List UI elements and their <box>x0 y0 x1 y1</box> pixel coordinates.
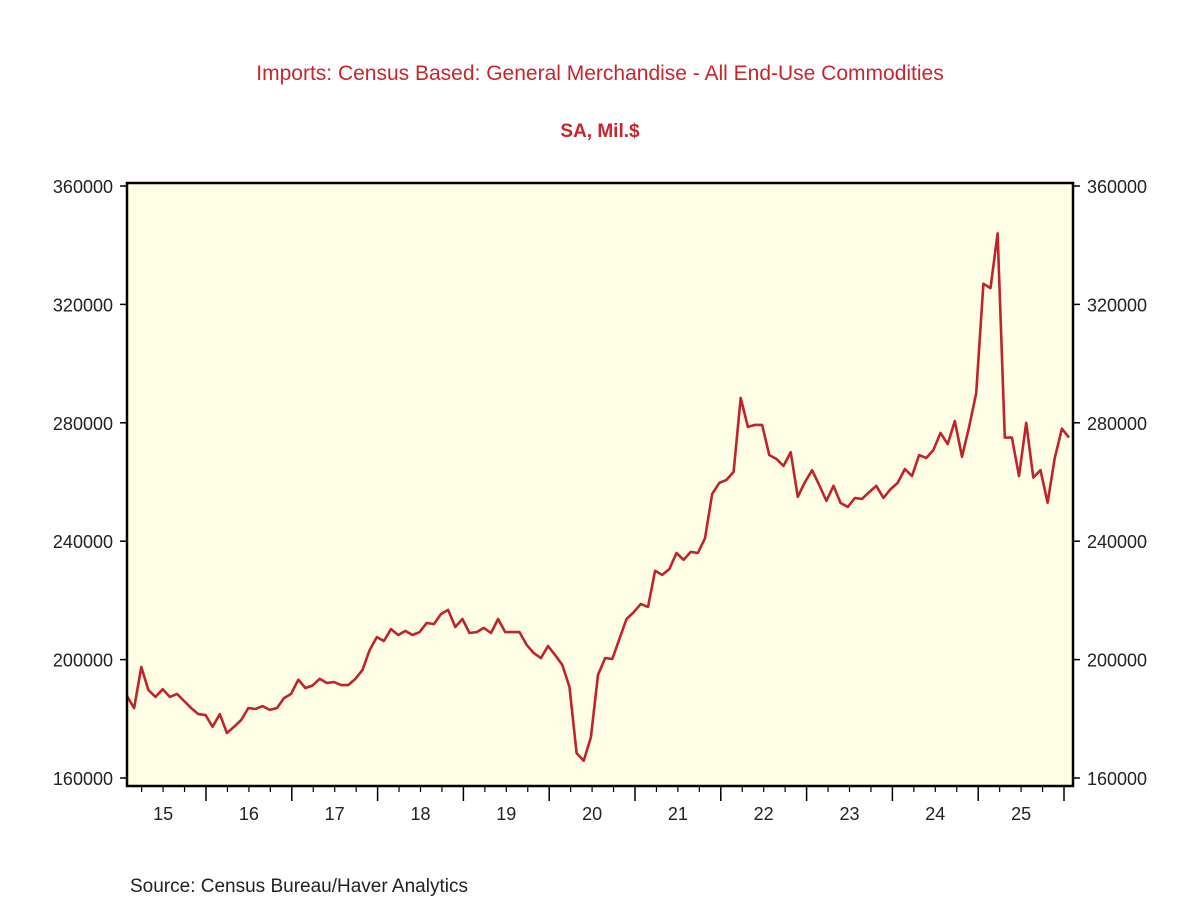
y-tick-label-right: 240000 <box>1087 532 1147 552</box>
y-tick-label-left: 240000 <box>53 532 113 552</box>
y-tick-label-right: 360000 <box>1087 177 1147 197</box>
x-tick-label: 23 <box>839 804 859 824</box>
x-tick-label: 21 <box>668 804 688 824</box>
y-axis-right-labels: 160000 200000 240000 280000 320000 360000 <box>1087 177 1147 789</box>
y-tick-label-left: 200000 <box>53 651 113 671</box>
y-tick-label-right: 160000 <box>1087 769 1147 789</box>
x-tick-label: 19 <box>496 804 516 824</box>
x-tick-label: 20 <box>582 804 602 824</box>
plot-frame <box>125 181 1075 788</box>
x-tick-label: 15 <box>153 804 173 824</box>
x-tick-label: 17 <box>325 804 345 824</box>
x-tick-label: 24 <box>925 804 945 824</box>
y-tick-label-right: 280000 <box>1087 414 1147 434</box>
y-axis-left-labels: 160000 200000 240000 280000 320000 360000 <box>53 177 113 789</box>
source-note: Source: Census Bureau/Haver Analytics <box>130 876 468 897</box>
y-tick-label-right: 200000 <box>1087 651 1147 671</box>
y-tick-label-right: 320000 <box>1087 295 1147 315</box>
y-tick-label-left: 320000 <box>53 295 113 315</box>
y-tick-label-left: 160000 <box>53 769 113 789</box>
series-line <box>125 232 1071 763</box>
x-tick-label: 18 <box>410 804 430 824</box>
y-tick-label-left: 360000 <box>53 177 113 197</box>
y-tick-label-left: 280000 <box>53 414 113 434</box>
chart-title: Imports: Census Based: General Merchandi… <box>256 62 943 85</box>
x-tick-label: 22 <box>754 804 774 824</box>
x-tick-label: 16 <box>239 804 259 824</box>
x-axis-labels: 15 16 17 18 19 20 21 22 23 24 25 <box>153 804 1031 824</box>
chart-subtitle: SA, Mil.$ <box>560 121 640 142</box>
plot-area <box>127 183 1073 786</box>
x-tick-label: 25 <box>1011 804 1031 824</box>
